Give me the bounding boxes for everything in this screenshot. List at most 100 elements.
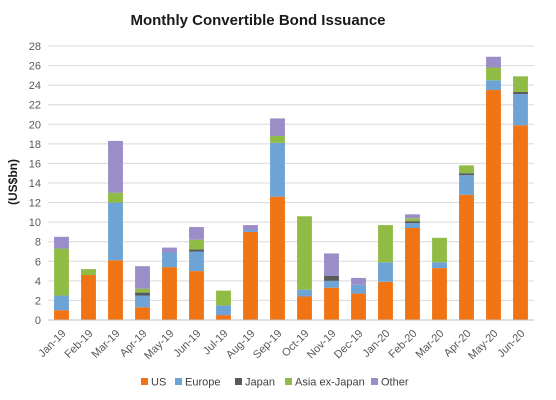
legend-swatch [141, 378, 148, 385]
bar-segment [270, 136, 285, 143]
legend-swatch [285, 378, 292, 385]
bar-segment [432, 237, 447, 263]
legend-item: US [141, 377, 166, 389]
y-tick-label: 6 [35, 256, 41, 268]
bar-segment [513, 93, 528, 126]
x-tick-label: Mar-19 [89, 328, 122, 361]
bar-segment [108, 140, 123, 193]
bar-segment [270, 196, 285, 320]
bar-segment [405, 221, 420, 224]
legend-label: Europe [185, 377, 220, 389]
bar-segment [297, 296, 312, 320]
legend-label: US [151, 377, 166, 389]
bar-segment [108, 202, 123, 261]
bar-segment [351, 293, 366, 320]
legend-swatch [371, 378, 378, 385]
bar-segment [54, 236, 69, 249]
bar-segment [297, 216, 312, 290]
x-tick-label: Jan-20 [360, 328, 392, 360]
x-tick-label: Jun-20 [495, 328, 527, 360]
bar-segment [216, 290, 231, 306]
bar-segment [324, 275, 339, 281]
bar-segment [135, 295, 150, 308]
x-tick-label: Feb-19 [62, 328, 95, 361]
y-tick-label: 22 [29, 100, 41, 112]
y-axis-label: (US$bn) [6, 159, 20, 205]
bar-segment [513, 76, 528, 92]
bar-segment [54, 248, 69, 296]
legend-item: Asia ex-Japan [285, 377, 365, 389]
bar-segment [405, 218, 420, 222]
bar-segment [432, 262, 447, 269]
bar-segment [189, 227, 204, 240]
bar-segment [108, 260, 123, 320]
bar-segment [81, 274, 96, 320]
bar-segment [486, 67, 501, 81]
bar-segment [54, 310, 69, 320]
y-tick-label: 26 [29, 61, 41, 73]
bar-segment [459, 194, 474, 320]
bar-segment [486, 80, 501, 91]
x-tick-label: May-19 [142, 328, 176, 362]
bar-segment [459, 165, 474, 174]
bar-segment [54, 295, 69, 311]
x-tick-label: Nov-19 [305, 328, 339, 362]
bar-segment [378, 225, 393, 263]
bar-segment [324, 280, 339, 288]
bar-segment [108, 192, 123, 203]
bar-segment [162, 247, 177, 253]
x-tick-label: May-20 [466, 328, 500, 362]
legend-label: Asia ex-Japan [295, 377, 365, 389]
x-tick-label: Dec-19 [332, 328, 366, 362]
chart-title: Monthly Convertible Bond Issuance [130, 12, 385, 29]
x-tick-label: Aug-19 [224, 328, 258, 362]
bar-segment [432, 268, 447, 320]
bar-segment [513, 125, 528, 320]
bar-segment [243, 229, 258, 232]
y-tick-label: 12 [29, 198, 41, 210]
bar-segment [297, 289, 312, 297]
legend: US Europe Japan Asia ex-Japan Other [141, 377, 409, 389]
bar-segment [135, 292, 150, 296]
x-tick-label: Jan-19 [36, 328, 68, 360]
x-tick-label: Mar-20 [413, 328, 446, 361]
bar-segment [189, 271, 204, 320]
bar-segment [513, 91, 528, 94]
bar-segment [324, 253, 339, 276]
bar-segment [216, 315, 231, 320]
bar-segment [270, 142, 285, 197]
bar-segment [243, 231, 258, 320]
bar-segment [405, 223, 420, 229]
y-tick-label: 28 [29, 41, 41, 53]
legend-item: Europe [175, 377, 220, 389]
legend-item: Other [371, 377, 409, 389]
y-tick-label: 20 [29, 119, 41, 131]
bar-segment [189, 249, 204, 252]
legend-label: Other [381, 377, 409, 389]
bar-segment [162, 267, 177, 320]
y-tick-label: 24 [29, 80, 41, 92]
y-tick-label: 4 [35, 276, 41, 288]
bar-segment [243, 225, 258, 230]
bars [54, 56, 528, 321]
legend-swatch [235, 378, 242, 385]
y-tick-label: 0 [35, 315, 41, 327]
bar-segment [216, 305, 231, 316]
gridlines [48, 45, 534, 301]
y-tick-label: 14 [29, 178, 41, 190]
bar-segment [486, 90, 501, 321]
y-tick-label: 2 [35, 295, 41, 307]
x-axis-ticks: Jan-19Feb-19Mar-19Apr-19May-19Jun-19Jul-… [36, 328, 527, 362]
bar-segment [459, 175, 474, 195]
bar-segment [135, 307, 150, 320]
bar-segment [135, 266, 150, 289]
bar-segment [135, 288, 150, 293]
y-tick-label: 18 [29, 139, 41, 151]
y-tick-label: 10 [29, 217, 41, 229]
y-tick-label: 8 [35, 237, 41, 249]
bar-segment [378, 262, 393, 282]
bar-segment [162, 252, 177, 268]
bar-segment [189, 239, 204, 250]
